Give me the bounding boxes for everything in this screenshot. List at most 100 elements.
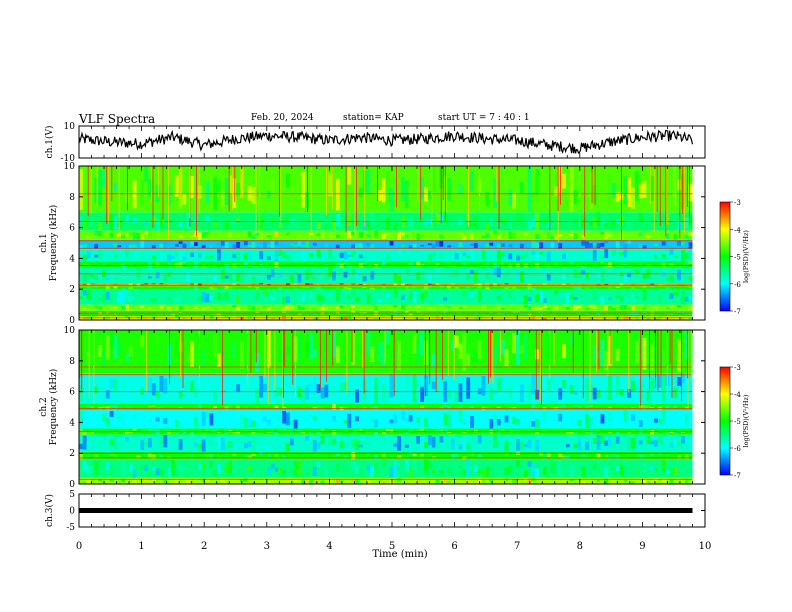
ch1-spectrogram-cell: [79, 276, 83, 279]
ch1-spectrogram-cell: [144, 317, 149, 320]
ch2-spectrogram-cell: [450, 405, 455, 408]
ch1-spectrogram-cell: [562, 253, 566, 260]
ch2-spectrogram-cell: [581, 466, 586, 478]
ch1-spectrogram-cell: [148, 276, 152, 279]
ch1-spectrogram-cell: [125, 234, 129, 237]
ch1-spectrogram-cell: [623, 286, 628, 288]
ch1-spectrogram-cell: [473, 216, 478, 230]
ch2-spectrogram-cell: [669, 468, 674, 476]
ch2-spectrogram-cell: [677, 339, 681, 373]
ch1-spectrogram-cell: [627, 272, 632, 278]
ch1-spectrogram-cell: [109, 305, 114, 311]
ch2-spectrogram-cell: [673, 432, 678, 434]
ch1-spectrogram-cell: [447, 256, 451, 258]
ch2-spectrogram-cell: [343, 443, 348, 448]
ch1-spectrogram-cell: [332, 271, 336, 281]
ch2-spectrogram-cell: [278, 349, 283, 361]
ch1-spectrogram-cell: [608, 234, 612, 238]
ch1-spectrogram-cell: [466, 272, 471, 281]
ch1-spectrogram-cell: [320, 295, 325, 302]
ch2-spectrogram-cell: [447, 389, 451, 400]
ch2-spectrogram-cell: [128, 345, 133, 357]
ch2-spectrogram-cell: [431, 436, 436, 448]
ch1-spectrogram-cell: [355, 243, 359, 249]
ch1-spectrogram-cell: [523, 252, 528, 258]
ch2-spectrogram-cell: [194, 404, 198, 407]
ch1-spectrogram-cell: [255, 255, 260, 259]
ch1-spectrogram-band: [79, 267, 693, 284]
ch1-spectrogram-cell: [485, 283, 490, 286]
ch1-spectrogram-cell: [420, 177, 425, 199]
ch1-spectrogram-cell: [274, 250, 279, 262]
ch1-spectrogram-cell: [266, 190, 271, 199]
ch2-spectrogram-cell: [174, 419, 179, 427]
ch2-spectrogram-cell: [646, 390, 651, 401]
ch1-spectrogram-cell: [427, 283, 432, 285]
ch1-spectrogram-cell: [351, 317, 356, 320]
ch2-spectrogram-cell: [627, 389, 632, 398]
ch2-spectrogram-cell: [447, 481, 451, 483]
ch2-spectrogram-cell: [615, 431, 620, 435]
ch1-spectrogram-cell: [500, 307, 505, 310]
ch1-spectrogram-cell: [186, 286, 191, 289]
ch2-spectrogram-cell: [312, 454, 317, 457]
ch1-spectrogram-cell: [270, 296, 275, 301]
ch1-spectrogram-cell: [266, 284, 271, 286]
ch2-spectrogram-cell: [220, 455, 225, 460]
ch1-spectrogram-cell: [305, 283, 310, 285]
ch1-spectrogram-cell: [565, 307, 570, 310]
ch1-spectrogram-cell: [589, 304, 593, 308]
ch2-spectrogram-cell: [148, 417, 152, 422]
ch1-spectrogram-cell: [573, 215, 578, 227]
ch1-spectrogram-cell: [585, 241, 589, 248]
ch1-spectrogram-cell: [447, 306, 451, 308]
ch1-spectrogram-cell: [635, 306, 639, 310]
ch2-spectrogram-cell: [389, 429, 394, 433]
ch2-spectrogram-cell: [554, 406, 559, 410]
xtick-label: 6: [451, 541, 457, 552]
ch2-spectrogram-cell: [102, 406, 106, 408]
ch1-spectrogram-cell: [416, 286, 421, 288]
ch1-spectrogram-cell: [213, 312, 218, 316]
ch2-spectrogram-cell: [266, 419, 271, 426]
ch1-spectrogram-cell: [128, 283, 133, 285]
ch1-spectrogram-cell: [289, 243, 294, 246]
ch1-spectrogram-cell: [535, 274, 540, 278]
ch1-spectrogram-cell: [504, 174, 509, 189]
ch1-spectrogram-cell: [247, 231, 252, 238]
ch1-spectrogram-cell: [209, 232, 214, 238]
ch1-spectrogram-cell: [201, 232, 206, 239]
ch2-spectrogram-cell: [500, 340, 505, 355]
ch2-spectrogram-cell: [635, 468, 639, 473]
ch1-spectrogram-cell: [654, 305, 658, 310]
ch1-spectrogram-cell: [600, 231, 605, 235]
ch1-spectrogram-cell: [604, 231, 609, 240]
ch1-spectrogram-cell: [186, 271, 191, 282]
ch2-spectrogram-cell: [435, 441, 440, 450]
ch1-spectrogram-cell: [220, 269, 225, 280]
ch1-spectrogram-cell: [243, 241, 248, 246]
ch2-spectrogram-cell: [393, 443, 398, 447]
ch2-spectrogram-cell: [289, 468, 294, 473]
ch1-spectrogram-cell: [385, 254, 390, 261]
ch2-spectrogram-cell: [82, 481, 87, 484]
ch1-spectrogram-cell: [128, 287, 133, 289]
ch2-spectrogram-cell: [155, 417, 160, 422]
ch2-spectrogram-ytick-label: 8: [69, 357, 75, 367]
ch2-spectrogram-cell: [612, 479, 616, 484]
ch1-spectrogram-cell: [585, 250, 589, 257]
ch2-spectrogram-cell: [615, 466, 620, 472]
ch1-spectrogram-cell: [623, 298, 628, 302]
ch2-spectrogram-cell: [558, 388, 563, 400]
ch1-spectrogram-cell: [144, 283, 149, 285]
ch2-spectrogram-cell: [105, 462, 110, 470]
ch2-spectrogram-cell: [132, 480, 137, 483]
ch2-spectrogram-cell: [688, 463, 693, 469]
ch2-spectrogram-cell: [673, 387, 678, 399]
ch2-spectrogram-cell: [105, 417, 110, 427]
station-label: station= KAP: [343, 113, 404, 123]
ch2-spectrogram-cell: [132, 428, 137, 431]
ch2-spectrogram-cell: [240, 415, 244, 428]
ch1-spectrogram-cell: [688, 250, 693, 261]
ch2-spectrogram-cell: [539, 452, 543, 456]
